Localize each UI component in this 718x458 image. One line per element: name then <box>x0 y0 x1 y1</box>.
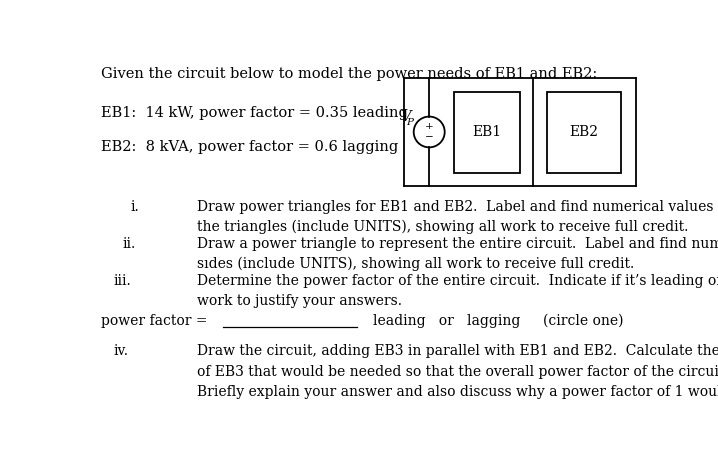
Text: iv.: iv. <box>113 344 128 359</box>
Text: EB2: EB2 <box>569 125 598 139</box>
Text: V: V <box>400 110 411 124</box>
Bar <box>547 92 620 173</box>
Text: P: P <box>406 118 413 127</box>
Text: EB1:  14 kW, power factor = 0.35 leading: EB1: 14 kW, power factor = 0.35 leading <box>101 106 409 120</box>
Text: Determine the power factor of the entire circuit.  Indicate if it’s leading or l: Determine the power factor of the entire… <box>197 274 718 308</box>
Text: EB2:  8 kVA, power factor = 0.6 lagging: EB2: 8 kVA, power factor = 0.6 lagging <box>101 140 398 154</box>
Text: power factor =: power factor = <box>101 314 208 327</box>
Text: −: − <box>425 133 434 142</box>
Text: Draw a power triangle to represent the entire circuit.  Label and find numeric v: Draw a power triangle to represent the e… <box>197 237 718 271</box>
Text: EB1: EB1 <box>472 125 501 139</box>
Text: +: + <box>425 122 434 131</box>
Text: iii.: iii. <box>113 274 131 289</box>
Text: Given the circuit below to model the power needs of EB1 and EB2:: Given the circuit below to model the pow… <box>101 66 597 81</box>
Text: leading   or   lagging: leading or lagging <box>373 314 520 327</box>
Text: ii.: ii. <box>122 237 136 251</box>
Text: Draw the circuit, adding EB3 in parallel with EB1 and EB2.  Calculate the reacti: Draw the circuit, adding EB3 in parallel… <box>197 344 718 398</box>
Text: Draw power triangles for EB1 and EB2.  Label and find numerical values for all s: Draw power triangles for EB1 and EB2. La… <box>197 200 718 234</box>
Text: (circle one): (circle one) <box>543 314 624 327</box>
Bar <box>454 92 520 173</box>
Text: i.: i. <box>130 200 139 214</box>
